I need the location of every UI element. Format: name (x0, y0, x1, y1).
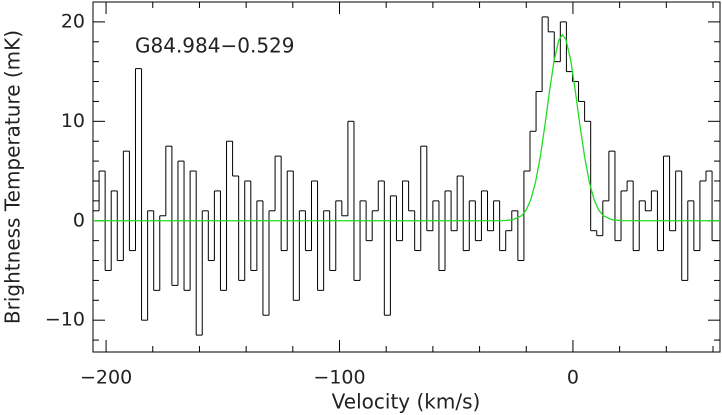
x-tick-label: 0 (567, 367, 579, 389)
annotation: G84.984−0.529 (135, 34, 295, 58)
x-tick-label: −200 (80, 367, 132, 389)
y-tick-label: −10 (45, 309, 85, 331)
y-tick-label: 0 (73, 209, 85, 231)
fit-line (93, 33, 720, 222)
y-tick-label: 10 (61, 110, 85, 132)
y-tick-label: 20 (61, 10, 85, 32)
plot-frame (92, 1, 721, 353)
x-tick-label: −100 (313, 367, 365, 389)
x-axis-title: Velocity (km/s) (332, 390, 481, 414)
y-axis-title: Brightness Temperature (mK) (1, 30, 25, 324)
